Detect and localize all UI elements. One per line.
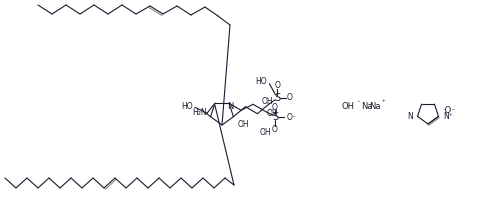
Text: HO: HO xyxy=(181,102,192,111)
Text: O: O xyxy=(272,103,277,112)
Text: OH: OH xyxy=(259,128,270,137)
Text: S: S xyxy=(271,112,277,122)
Text: O: O xyxy=(274,81,280,90)
Text: ⁻: ⁻ xyxy=(355,100,359,106)
Text: OH: OH xyxy=(341,103,354,112)
Text: H₂N: H₂N xyxy=(192,109,207,118)
Text: O⁻: O⁻ xyxy=(287,113,296,122)
Text: Na: Na xyxy=(369,103,380,112)
Text: S: S xyxy=(274,93,280,103)
Text: N⁺: N⁺ xyxy=(443,112,452,121)
Text: ⁺: ⁺ xyxy=(380,100,384,106)
Text: OH: OH xyxy=(237,120,248,129)
Text: HO: HO xyxy=(255,77,267,86)
Text: O: O xyxy=(286,93,292,102)
Text: ·O⁻: ·O⁻ xyxy=(441,106,455,115)
Text: N: N xyxy=(227,102,233,111)
Text: OH: OH xyxy=(266,109,277,118)
Text: O: O xyxy=(272,125,277,134)
Text: Na: Na xyxy=(360,103,372,112)
Text: OH: OH xyxy=(262,97,273,106)
Text: N: N xyxy=(406,112,412,121)
